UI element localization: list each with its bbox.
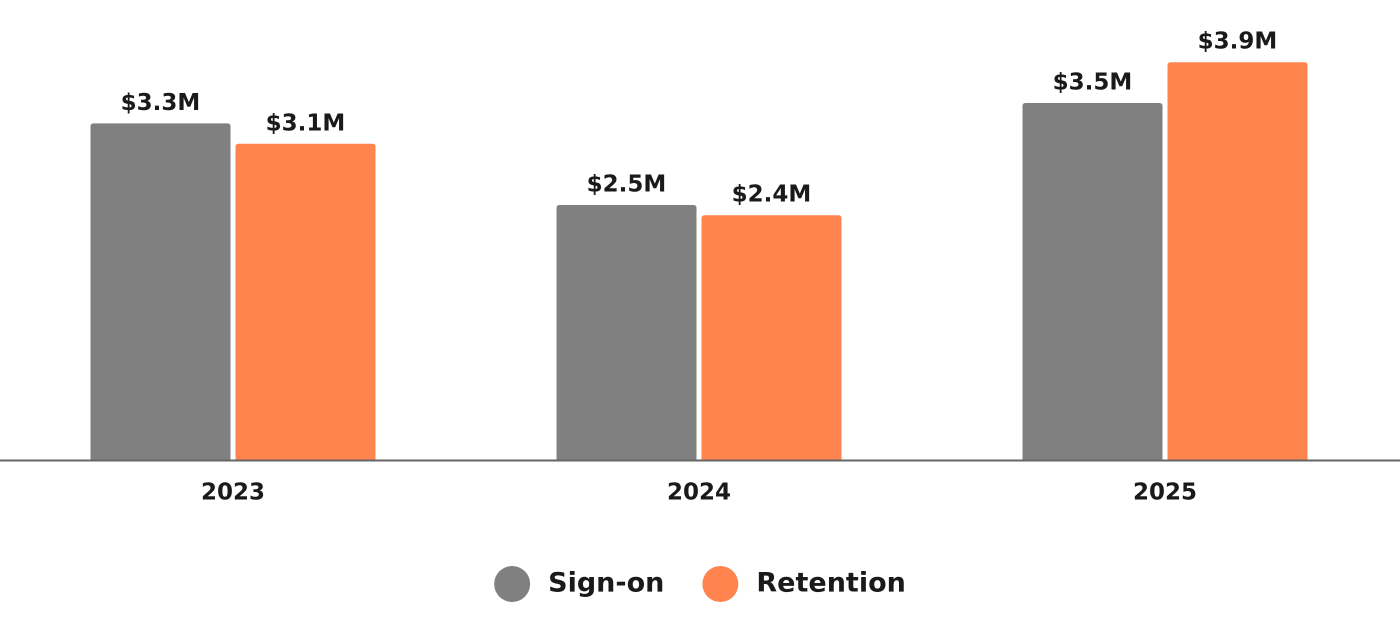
legend-marker xyxy=(702,566,739,602)
value-label: $3.9M xyxy=(1198,29,1278,55)
plot-area: 2023 $3.3M $3.1M 2024 $2.5M $2.4M 2025 $3.5M $3.… xyxy=(90,29,1308,506)
bar xyxy=(701,215,842,460)
bar xyxy=(556,205,697,460)
legend: Sign-on Retention xyxy=(494,566,906,602)
value-label: $2.4M xyxy=(732,182,812,208)
bar xyxy=(1167,62,1308,460)
x-tick-label: 2025 xyxy=(1133,480,1197,506)
legend-marker xyxy=(494,566,531,602)
bar xyxy=(90,123,231,461)
value-label: $3.5M xyxy=(1053,70,1133,96)
bar xyxy=(1022,103,1163,460)
bar xyxy=(235,143,376,461)
value-label: $3.1M xyxy=(266,110,346,136)
legend-label: Sign-on xyxy=(548,568,664,599)
value-label: $2.5M xyxy=(587,172,667,198)
x-tick-label: 2023 xyxy=(201,480,265,506)
legend-label: Retention xyxy=(756,568,905,599)
x-tick-label: 2024 xyxy=(667,480,731,506)
value-label: $3.3M xyxy=(121,90,201,116)
